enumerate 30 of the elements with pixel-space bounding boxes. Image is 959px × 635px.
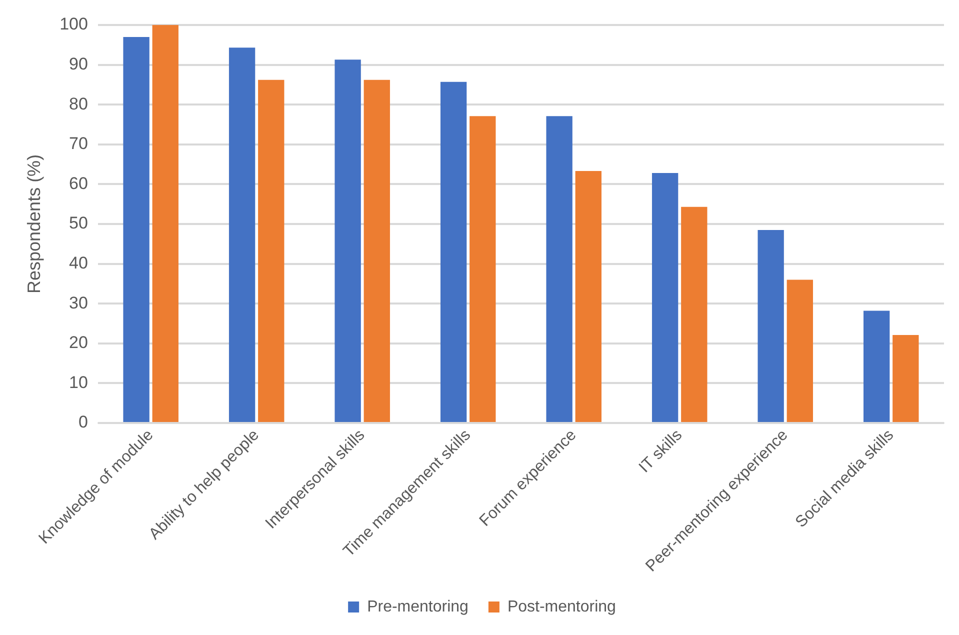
bar xyxy=(546,116,572,422)
y-tick-label: 20 xyxy=(69,333,88,352)
y-tick-label: 100 xyxy=(60,14,88,34)
y-tick-label: 90 xyxy=(69,54,88,74)
legend-label: Pre-mentoring xyxy=(367,598,468,616)
bar xyxy=(681,206,708,422)
bar xyxy=(258,80,284,422)
y-tick-label: 70 xyxy=(69,134,88,154)
y-axis-title: Respondents (%) xyxy=(24,154,44,294)
bar xyxy=(123,36,150,422)
bar xyxy=(228,48,256,422)
y-tick-label: 0 xyxy=(78,412,88,432)
y-tick-label: 60 xyxy=(69,174,88,193)
legend-label: Post-mentoring xyxy=(507,598,616,616)
bar xyxy=(758,230,784,422)
bar xyxy=(652,173,678,422)
y-tick-label: 80 xyxy=(69,94,88,114)
y-tick-label: 50 xyxy=(69,214,88,233)
y-tick-label: 40 xyxy=(69,253,88,272)
bar xyxy=(863,310,890,422)
y-tick-label: 10 xyxy=(69,372,88,392)
bar xyxy=(892,335,919,422)
y-tick-label: 30 xyxy=(69,293,88,312)
bar xyxy=(334,60,361,422)
bar xyxy=(440,82,467,422)
bar xyxy=(575,171,602,422)
bar xyxy=(152,25,178,422)
bar xyxy=(786,280,813,422)
bar xyxy=(470,116,496,422)
bar xyxy=(364,80,390,422)
